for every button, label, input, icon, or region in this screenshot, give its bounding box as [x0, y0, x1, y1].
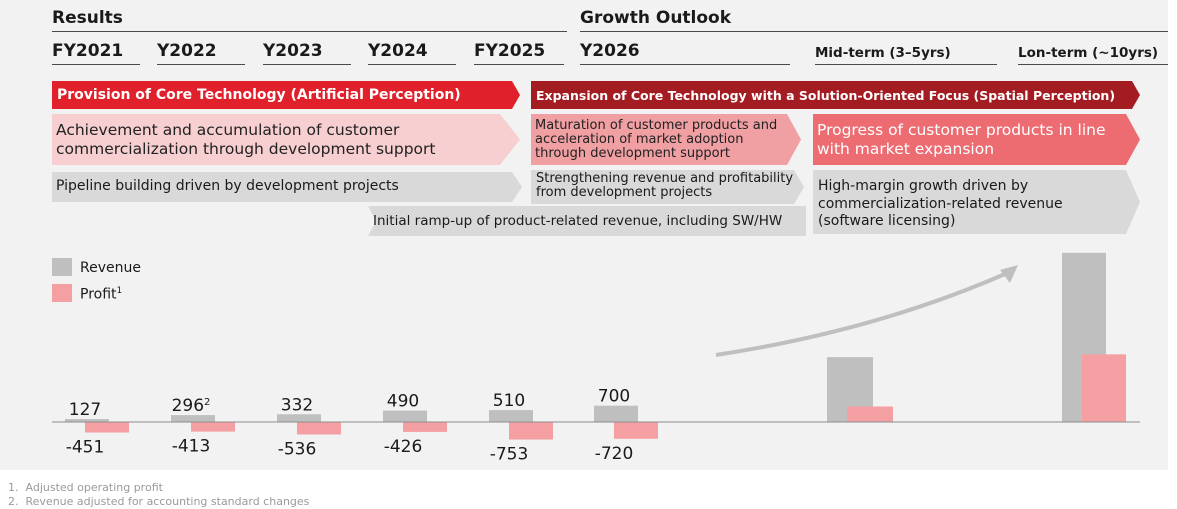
results-underline	[52, 31, 567, 32]
strengthening-text: Strengthening revenue and profitability …	[536, 171, 794, 200]
profit-value-label: -426	[384, 437, 423, 457]
period-fy2021-underline	[52, 64, 140, 65]
growth-trend-arrowhead	[1000, 265, 1018, 283]
legend-profit-swatch	[52, 284, 72, 302]
period-fy2025: FY2025	[474, 41, 546, 61]
revenue-value-label: 2962	[172, 396, 211, 416]
profit-value-label: -720	[595, 444, 634, 464]
period-mid-term: Mid-term (3–5yrs)	[815, 45, 951, 61]
footnote-1-num: 1.	[8, 481, 19, 494]
period-y2024: Y2024	[368, 41, 428, 61]
core-technology-banner-text: Provision of Core Technology (Artificial…	[57, 87, 461, 103]
solution-focus-banner: Expansion of Core Technology with a Solu…	[531, 81, 1140, 109]
pipeline-text: Pipeline building driven by development …	[56, 178, 399, 194]
period-y2026-underline	[580, 64, 790, 65]
footnote-2-num: 2.	[8, 495, 19, 508]
outlook-header: Growth Outlook	[580, 8, 732, 28]
revenue-bar	[65, 419, 109, 422]
profit-value-label: -536	[278, 439, 317, 459]
profit-bar	[614, 422, 658, 439]
footnote-1: 1. Adjusted operating profit	[8, 481, 163, 494]
ramp-up-text: Initial ramp-up of product-related reven…	[373, 213, 783, 229]
growth-trend-arrow-line	[715, 268, 1015, 357]
period-y2023: Y2023	[263, 41, 323, 61]
revenue-value-label: 127	[69, 400, 101, 420]
revenue-bar	[383, 410, 427, 422]
high-margin-text: High-margin growth driven by commerciali…	[818, 178, 1063, 229]
profit-bar	[297, 422, 341, 435]
legend-profit-text: Profit	[80, 286, 117, 303]
revenue-value-label: 332	[281, 395, 313, 415]
profit-bar	[847, 406, 893, 422]
legend-profit-note: 1	[116, 286, 123, 296]
period-long-term-underline	[1018, 64, 1168, 65]
period-mid-term-underline	[815, 64, 997, 65]
profit-bar	[191, 422, 235, 432]
period-y2026: Y2026	[580, 41, 640, 61]
profit-bar	[403, 422, 447, 432]
revenue-bar	[277, 414, 321, 422]
profit-value-label: -451	[66, 438, 105, 458]
profit-bar	[85, 422, 129, 433]
core-technology-banner: Provision of Core Technology (Artificial…	[52, 81, 520, 109]
period-fy2025-underline	[474, 64, 564, 65]
solution-focus-banner-text: Expansion of Core Technology with a Solu…	[536, 87, 1116, 103]
outlook-underline	[580, 31, 1168, 32]
legend-revenue-label: Revenue	[80, 260, 141, 276]
profit-bar	[509, 422, 553, 440]
revenue-bar	[594, 405, 638, 422]
profit-bar	[1082, 354, 1126, 422]
maturation-arrow: Maturation of customer products and acce…	[531, 114, 801, 165]
revenue-value-note: 2	[204, 397, 210, 408]
footnote-1-text: Adjusted operating profit	[25, 481, 163, 494]
legend-revenue-swatch	[52, 258, 72, 276]
results-header: Results	[52, 8, 123, 28]
period-fy2021: FY2021	[52, 41, 124, 61]
footnote-2-text: Revenue adjusted for accounting standard…	[25, 495, 310, 508]
footnote-2: 2. Revenue adjusted for accounting stand…	[8, 495, 309, 508]
period-y2022: Y2022	[157, 41, 217, 61]
revenue-profit-chart: 127 -451 2962 -413 332 -536 490 -426 510 -753 700 -…	[52, 252, 1140, 465]
achievement-arrow: Achievement and accumulation of customer…	[52, 114, 520, 165]
progress-arrow: Progress of customer products in line wi…	[813, 114, 1140, 165]
period-y2024-underline	[368, 64, 456, 65]
revenue-bar	[489, 410, 533, 422]
revenue-value-label: 700	[598, 387, 630, 407]
pipeline-chevrons	[52, 170, 1140, 236]
achievement-text: Achievement and accumulation of customer…	[56, 120, 436, 158]
maturation-text: Maturation of customer products and acce…	[535, 117, 778, 161]
revenue-value-label: 510	[493, 391, 525, 411]
profit-value-label: -413	[172, 437, 211, 457]
profit-value-label: -753	[490, 445, 529, 465]
revenue-bar	[171, 415, 215, 422]
period-y2022-underline	[157, 64, 245, 65]
period-long-term: Lon-term (~10yrs)	[1018, 45, 1159, 61]
legend-profit-label: Profit1	[80, 286, 122, 303]
progress-text: Progress of customer products in line wi…	[817, 120, 1106, 158]
period-y2023-underline	[263, 64, 351, 65]
revenue-value-label: 490	[387, 392, 419, 412]
